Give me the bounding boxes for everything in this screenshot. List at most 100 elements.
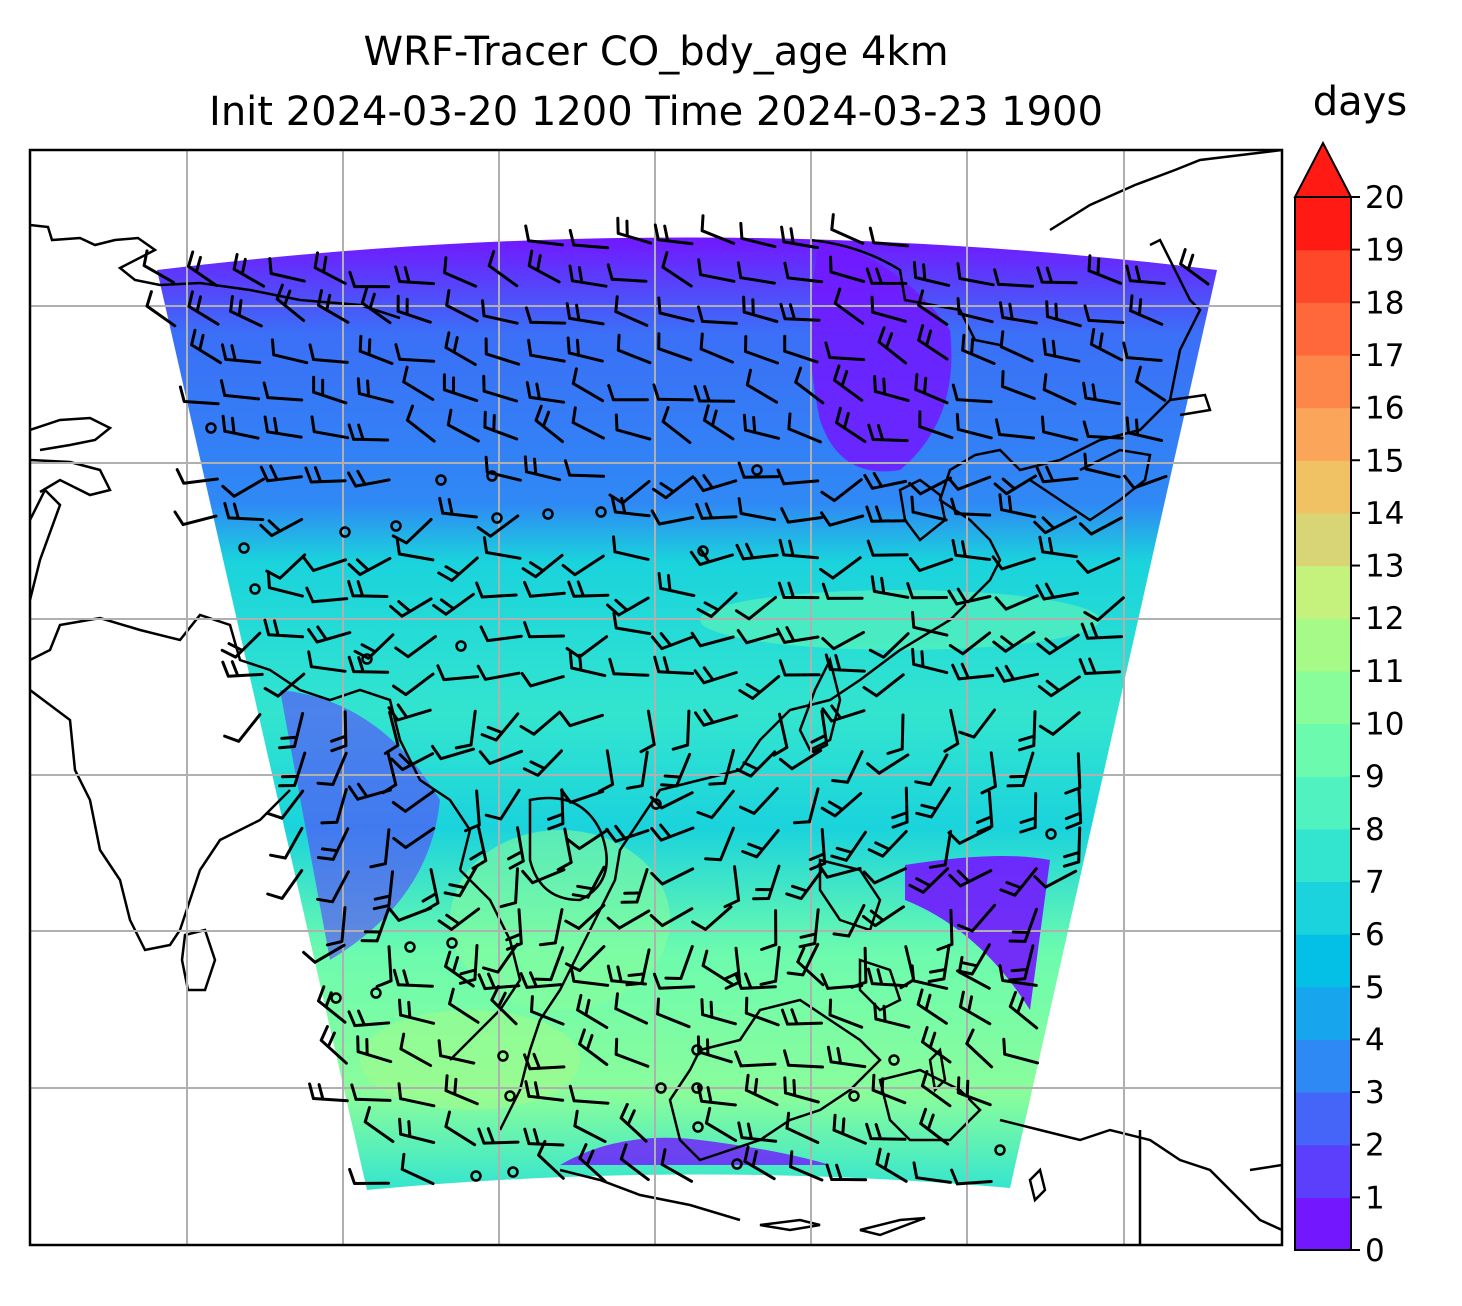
wind-barb <box>608 657 650 677</box>
wind-barb <box>914 373 949 405</box>
wind-barb <box>477 1127 520 1145</box>
calm-wind-circle <box>504 1090 516 1102</box>
wind-barb <box>405 404 436 443</box>
wind-barb <box>487 250 519 288</box>
wind-barb <box>794 366 825 405</box>
wind-barb <box>660 1148 694 1183</box>
wind-barb <box>360 907 390 943</box>
wind-barb <box>316 751 348 786</box>
wind-barb <box>742 295 779 323</box>
calm-wind-circle <box>435 474 447 486</box>
colorbar-tick-label: 14 <box>1365 496 1404 532</box>
wind-barb <box>625 750 649 790</box>
wind-barb <box>1036 633 1080 656</box>
wind-barb <box>1038 535 1078 559</box>
wind-barb <box>994 418 1035 440</box>
wind-barb <box>661 251 693 288</box>
wind-barb <box>145 290 177 328</box>
wind-barb <box>830 213 865 245</box>
wind-barb <box>865 505 908 523</box>
wind-barb <box>568 264 608 288</box>
wind-barb <box>745 368 779 404</box>
wind-barb <box>537 1139 565 1180</box>
wind-barb <box>821 582 864 600</box>
wind-barb <box>476 514 520 538</box>
wind-barb <box>867 423 909 443</box>
wind-barb <box>347 1009 391 1028</box>
wind-barb <box>353 633 395 660</box>
wind-barb <box>956 297 994 324</box>
wind-barb <box>950 497 992 517</box>
wind-barb <box>519 971 563 989</box>
wind-barb <box>653 223 694 246</box>
wind-barb <box>778 749 823 771</box>
wind-barb <box>906 582 948 600</box>
wind-barb <box>810 709 829 753</box>
colorbar-bin <box>1295 723 1351 777</box>
wind-barb <box>445 289 479 323</box>
wind-barb <box>1129 294 1164 326</box>
wind-barb <box>534 404 564 444</box>
calm-wind-circle <box>691 1044 703 1056</box>
wind-barb <box>780 225 819 250</box>
wind-barb <box>957 903 997 933</box>
wind-barb <box>307 625 352 644</box>
wind-barb <box>911 610 949 637</box>
wind-barb <box>737 1121 778 1143</box>
wind-barb <box>999 330 1034 363</box>
colorbar-tick-label: 7 <box>1365 864 1385 900</box>
wind-barb <box>392 826 436 849</box>
wind-barb <box>915 786 951 819</box>
wind-barb <box>820 973 864 990</box>
wind-barb <box>908 867 950 894</box>
wind-barb <box>739 221 777 249</box>
colorbar-tick-label: 3 <box>1365 1075 1385 1111</box>
calm-wind-circle <box>249 583 261 595</box>
colorbar-tick-label: 9 <box>1365 759 1385 795</box>
wind-barb <box>697 1085 737 1107</box>
wind-barb <box>556 827 573 872</box>
wind-barb <box>521 553 564 579</box>
colorbar-tick-label: 10 <box>1365 707 1404 743</box>
wind-barb <box>961 333 996 365</box>
wind-barb <box>1006 751 1035 788</box>
wind-barb <box>737 461 780 479</box>
wind-barb <box>993 474 1037 496</box>
wind-barb <box>525 381 566 404</box>
calm-wind-circle <box>390 520 402 532</box>
wind-barb <box>657 296 695 323</box>
wind-barb <box>369 828 391 869</box>
wind-barb <box>259 517 304 538</box>
wind-barb <box>870 575 910 599</box>
wind-barb <box>263 618 305 639</box>
wind-barb <box>908 476 953 496</box>
wind-barb <box>723 865 741 909</box>
wind-barb <box>220 343 262 364</box>
wind-barb <box>561 554 605 577</box>
wind-barb <box>734 972 777 990</box>
wind-barb <box>507 826 525 870</box>
colorbar-bin <box>1295 618 1351 672</box>
wind-barb <box>375 945 393 988</box>
wind-barb <box>875 1147 908 1183</box>
wind-barb <box>312 375 348 405</box>
wind-barb <box>1064 787 1083 830</box>
calm-wind-circle <box>650 798 662 810</box>
wind-barb <box>759 945 781 986</box>
colorbar-bin <box>1295 1092 1351 1146</box>
colorbar-bin <box>1295 354 1351 409</box>
wind-barb <box>538 908 564 947</box>
wind-barb <box>524 224 564 247</box>
wind-barb <box>360 287 392 325</box>
wind-barb <box>437 907 481 931</box>
wind-barb <box>302 943 346 964</box>
wind-barb <box>262 381 304 402</box>
wind-barb <box>394 265 435 286</box>
calm-wind-circle <box>486 470 498 482</box>
wind-barb <box>391 790 435 813</box>
wind-barb <box>564 945 606 973</box>
wind-barb <box>484 337 521 366</box>
wind-barb <box>1002 1037 1040 1065</box>
wind-barb <box>1122 341 1163 362</box>
wind-barb <box>437 1039 476 1065</box>
